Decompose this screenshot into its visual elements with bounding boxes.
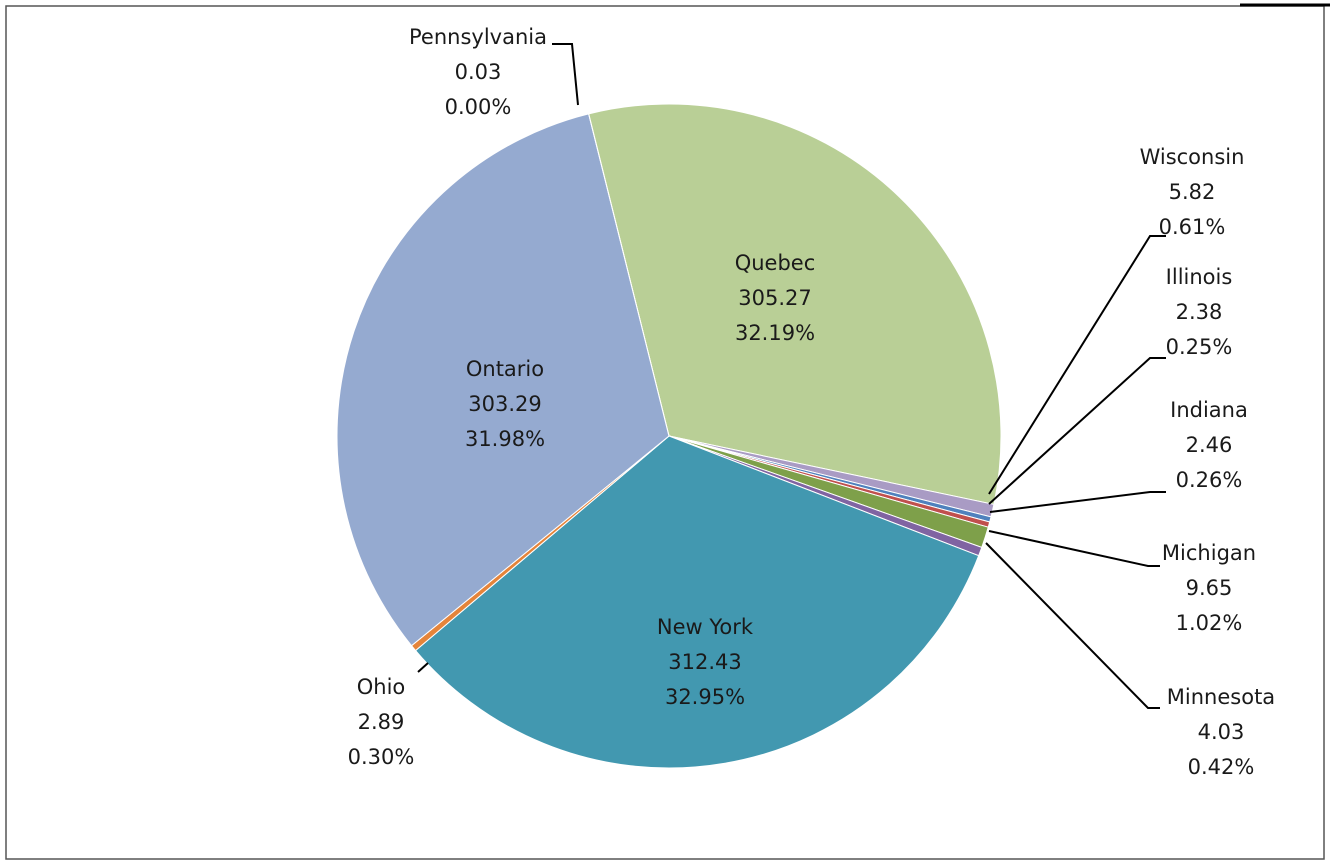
label-wisconsin-value: 5.82 (1169, 180, 1216, 204)
label-quebec-percent: 32.19% (735, 321, 815, 345)
label-ontario-percent: 31.98% (465, 427, 545, 451)
label-wisconsin-percent: 0.61% (1159, 215, 1226, 239)
label-illinois-value: 2.38 (1176, 300, 1223, 324)
label-ohio-name: Ohio (357, 675, 406, 699)
label-ontario: Ontario 303.29 31.98% (465, 357, 545, 451)
label-illinois: Illinois 2.38 0.25% (1166, 265, 1233, 359)
label-illinois-percent: 0.25% (1166, 335, 1233, 359)
label-michigan-percent: 1.02% (1176, 611, 1243, 635)
leader-illinois (988, 357, 1166, 505)
label-wisconsin: Wisconsin 5.82 0.61% (1140, 145, 1245, 239)
pie-slices (336, 103, 1002, 769)
leader-ohio (417, 662, 429, 673)
slice-ontario (336, 113, 670, 647)
label-michigan: Michigan 9.65 1.02% (1162, 541, 1256, 635)
label-michigan-name: Michigan (1162, 541, 1256, 565)
label-new-york: New York 312.43 32.95% (657, 615, 754, 709)
label-quebec-name: Quebec (735, 251, 816, 275)
slice-pennsylvania (588, 113, 670, 437)
label-quebec: Quebec 305.27 32.19% (735, 251, 816, 345)
label-pennsylvania: Pennsylvania 0.03 0.00% (409, 25, 547, 119)
label-new-york-name: New York (657, 615, 754, 639)
label-new-york-percent: 32.95% (665, 685, 745, 709)
leader-wisconsin (988, 235, 1166, 495)
leader-pennsylvania (552, 43, 579, 106)
label-pennsylvania-percent: 0.00% (445, 95, 512, 119)
label-wisconsin-name: Wisconsin (1140, 145, 1245, 169)
leader-lines (417, 43, 1166, 709)
label-indiana-name: Indiana (1170, 398, 1248, 422)
label-ontario-name: Ontario (466, 357, 544, 381)
leader-indiana (989, 491, 1166, 513)
label-minnesota-value: 4.03 (1198, 720, 1245, 744)
label-ohio-percent: 0.30% (348, 745, 415, 769)
label-minnesota-percent: 0.42% (1188, 755, 1255, 779)
label-ohio-value: 2.89 (358, 710, 405, 734)
label-minnesota-name: Minnesota (1167, 685, 1275, 709)
label-quebec-value: 305.27 (738, 286, 811, 310)
slice-new-york (414, 435, 980, 769)
label-michigan-value: 9.65 (1186, 576, 1233, 600)
slice-labels: Quebec 305.27 32.19% Wisconsin 5.82 0.61% Illi… (348, 25, 1276, 779)
label-pennsylvania-value: 0.03 (455, 60, 502, 84)
label-indiana: Indiana 2.46 0.26% (1170, 398, 1248, 492)
label-indiana-percent: 0.26% (1176, 468, 1243, 492)
label-ontario-value: 303.29 (468, 392, 541, 416)
leader-michigan (988, 530, 1160, 567)
label-ohio: Ohio 2.89 0.30% (348, 675, 415, 769)
label-new-york-value: 312.43 (668, 650, 741, 674)
label-pennsylvania-name: Pennsylvania (409, 25, 547, 49)
leader-minnesota (985, 542, 1160, 709)
label-indiana-value: 2.46 (1186, 433, 1233, 457)
slice-quebec (588, 103, 1002, 506)
label-illinois-name: Illinois (1166, 265, 1233, 289)
label-minnesota: Minnesota 4.03 0.42% (1167, 685, 1275, 779)
